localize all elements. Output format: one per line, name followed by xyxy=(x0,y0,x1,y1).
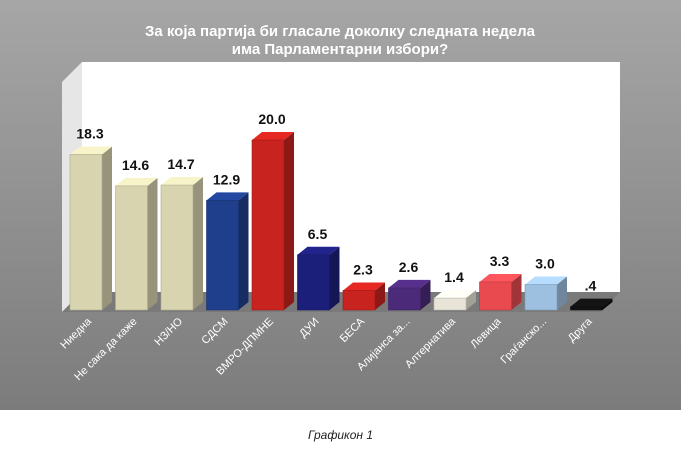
bar-top xyxy=(525,276,567,285)
bar-side xyxy=(102,146,112,310)
figure-caption: Графикон 1 xyxy=(308,428,373,442)
value-label: 20.0 xyxy=(258,111,285,127)
bar-top xyxy=(479,273,522,282)
bar-side xyxy=(329,246,340,310)
value-label: 2.6 xyxy=(399,259,419,275)
value-label: 14.7 xyxy=(167,156,194,172)
bar xyxy=(297,246,340,311)
bar-front xyxy=(115,185,148,311)
bar xyxy=(115,177,158,311)
bar-front xyxy=(388,287,421,311)
bar-top xyxy=(570,298,613,307)
bar xyxy=(342,282,385,311)
value-label: 12.9 xyxy=(213,171,240,187)
bar-top xyxy=(297,246,340,255)
bar-top xyxy=(343,282,385,291)
bar-side xyxy=(193,177,203,310)
bar xyxy=(524,276,567,311)
value-labels-group: 18.3 14.6 14.7 12.9 20.0 6.5 2.3 2.6 1.4 3.3 3.0 .4 xyxy=(76,111,596,294)
bar-front xyxy=(160,184,194,311)
bars-group xyxy=(69,132,613,311)
bar-front xyxy=(297,254,330,311)
bar-top xyxy=(434,290,476,299)
value-label: 3.0 xyxy=(535,256,555,272)
bar-side xyxy=(147,177,158,310)
bar-side xyxy=(238,192,249,310)
bar-top xyxy=(115,177,158,186)
bar-front xyxy=(524,284,558,311)
value-label: .4 xyxy=(585,278,597,294)
bar-front xyxy=(342,290,376,311)
chart-frame: За која партија би гласале доколку следн… xyxy=(0,0,681,410)
value-label: 18.3 xyxy=(76,125,103,141)
bar-front xyxy=(251,139,285,311)
bar-front xyxy=(433,297,467,311)
bar-side xyxy=(375,282,385,310)
bar-top xyxy=(206,192,249,201)
bar xyxy=(479,273,522,311)
value-label: 14.6 xyxy=(122,157,149,173)
bar-front xyxy=(69,154,103,311)
bar xyxy=(388,279,431,311)
bar-side xyxy=(284,132,294,310)
bar-front xyxy=(570,306,603,311)
bar xyxy=(433,290,476,311)
bar xyxy=(251,132,294,311)
chart-title-line1: За која партија би гласале доколку следн… xyxy=(145,23,536,40)
bar-top xyxy=(388,279,431,288)
bar-front xyxy=(206,200,239,311)
value-label: 6.5 xyxy=(308,226,328,242)
bar-side xyxy=(511,273,522,310)
bar xyxy=(570,298,613,311)
value-label: 1.4 xyxy=(444,269,464,285)
bar xyxy=(69,146,112,311)
bar-front xyxy=(479,281,512,311)
value-label: 3.3 xyxy=(490,253,510,269)
bar-top xyxy=(252,132,294,140)
bar-side xyxy=(420,279,431,310)
bar xyxy=(206,192,249,311)
value-label: 2.3 xyxy=(353,261,373,277)
bar-side xyxy=(466,290,476,310)
bar-top xyxy=(70,146,112,155)
bar-side xyxy=(557,276,567,310)
bar-side xyxy=(602,298,613,310)
bar-top xyxy=(161,177,203,186)
bar xyxy=(160,177,203,311)
chart-title-line2: има Парламентарни избори? xyxy=(232,41,449,58)
